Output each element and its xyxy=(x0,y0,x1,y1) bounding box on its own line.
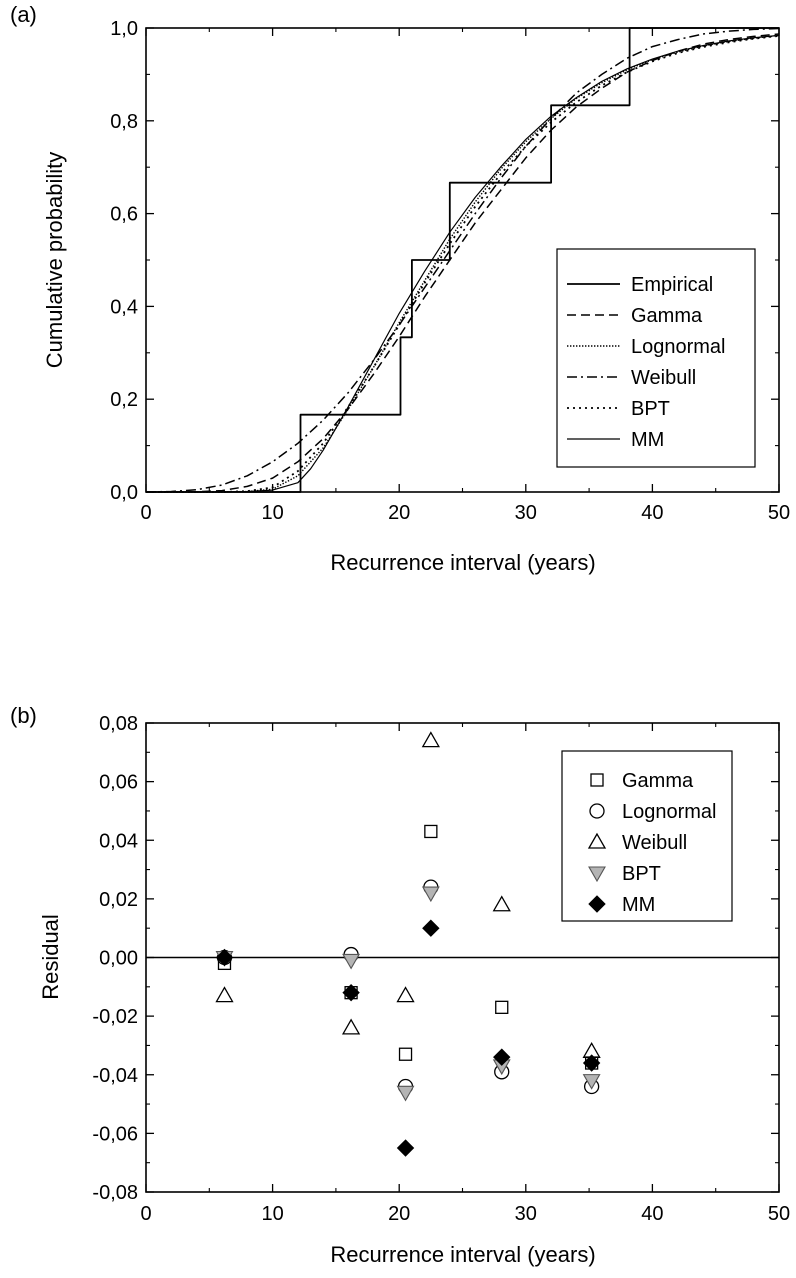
legend-a: Empirical Gamma Lognormal Weibull BPT MM xyxy=(556,248,756,468)
legend-b-marker-mm xyxy=(588,895,606,913)
series-line-a-bpt xyxy=(146,35,780,493)
legend-b-label-bpt: BPT xyxy=(622,863,661,885)
x-tick-label-b-4: 40 xyxy=(641,1203,663,1225)
y-axis-title-a: Cumulative probability xyxy=(42,152,67,368)
y-tick-label-a-1: 0,2 xyxy=(110,389,138,411)
point-b-weibull-2 xyxy=(396,986,415,1003)
point-b-gamma-2 xyxy=(398,1047,413,1061)
legend-a-label-weibull: Weibull xyxy=(631,367,696,389)
legend-b-label-mm: MM xyxy=(622,894,655,916)
y-tick-label-b-2: -0,04 xyxy=(92,1065,138,1087)
y-tick-label-b-3: -0,02 xyxy=(92,1006,138,1028)
point-b-gamma-3 xyxy=(424,824,438,839)
legend-a-frame xyxy=(556,248,756,468)
legend-b: Gamma Lognormal Weibull BPT MM xyxy=(561,750,733,922)
y-tick-label-a-4: 0,8 xyxy=(110,111,138,133)
legend-b-label-weibull: Weibull xyxy=(622,832,687,854)
y-tick-label-a-0: 0,0 xyxy=(110,482,138,504)
point-b-bpt-2 xyxy=(396,1085,415,1102)
series-line-a-mm xyxy=(146,34,780,493)
legend-b-marker-lognormal xyxy=(589,803,605,819)
point-b-weibull-1 xyxy=(341,1018,361,1035)
chart-panel-b: (b) 0 10 20 30 40 50-0,08-0,06-0,04-0,020,000… xyxy=(10,703,790,1267)
series-line-a-weibull xyxy=(145,27,780,493)
y-tick-label-b-7: 0,06 xyxy=(99,772,138,794)
x-tick-label-a-4: 40 xyxy=(641,502,663,524)
plot-a-lines xyxy=(145,27,780,493)
panel-label-a: (a) xyxy=(10,2,37,27)
series-line-a-lognormal xyxy=(146,34,780,493)
legend-a-label-gamma: Gamma xyxy=(631,305,703,327)
legend-b-marker-gamma xyxy=(590,773,604,787)
x-tick-label-b-2: 20 xyxy=(388,1203,410,1225)
point-b-mm-5 xyxy=(582,1054,601,1072)
y-tick-label-b-8: 0,08 xyxy=(99,713,138,735)
point-b-mm-0 xyxy=(215,948,234,967)
x-tick-label-a-0: 0 xyxy=(140,502,151,524)
y-tick-label-a-3: 0,6 xyxy=(110,204,138,226)
x-tick-label-b-5: 50 xyxy=(768,1203,790,1225)
point-b-weibull-4 xyxy=(492,895,511,912)
axes-b-ticks: 0 10 20 30 40 50 -0,08 -0,06 -0,04 -0,02 0,00 0,02 0… xyxy=(92,713,790,1225)
x-tick-label-a-5: 50 xyxy=(768,502,790,524)
legend-a-label-bpt: BPT xyxy=(631,398,670,420)
legend-b-frame xyxy=(561,750,733,922)
y-tick-label-a-2: 0,4 xyxy=(110,296,138,318)
legend-a-label-lognormal: Lognormal xyxy=(631,336,726,358)
legend-a-label-empirical: Empirical xyxy=(631,274,713,296)
point-b-bpt-3 xyxy=(421,886,440,903)
y-tick-label-b-4: 0,00 xyxy=(99,948,138,970)
x-axis-title-a: Recurrence interval (years) xyxy=(330,550,595,575)
axes-frame-b xyxy=(145,722,780,1193)
x-tick-label-b-3: 30 xyxy=(515,1203,537,1225)
y-axis-title-b: Residual xyxy=(38,914,63,1000)
x-tick-label-a-3: 30 xyxy=(515,502,537,524)
point-b-mm-1 xyxy=(342,983,360,1002)
series-line-a-empirical xyxy=(146,27,779,493)
plot-b-points xyxy=(215,731,601,1157)
point-b-weibull-0 xyxy=(215,986,234,1003)
legend-b-marker-bpt xyxy=(588,866,606,883)
y-tick-label-b-5: 0,02 xyxy=(99,889,138,911)
x-tick-label-a-2: 20 xyxy=(388,502,410,524)
x-tick-label-a-1: 10 xyxy=(261,502,283,524)
x-tick-label-b-1: 10 xyxy=(261,1203,283,1225)
point-b-gamma-4 xyxy=(495,1000,509,1014)
legend-b-label-gamma: Gamma xyxy=(622,770,694,792)
legend-b-label-lognormal: Lognormal xyxy=(622,801,717,823)
y-tick-label-a-5: 1,0 xyxy=(110,18,138,40)
point-b-mm-2 xyxy=(396,1139,415,1157)
point-b-bpt-1 xyxy=(342,953,361,970)
chart-panel-a: (a) 0 10 20 30 40 50 0,0 0,2 0,4 0,6 0,8 1,0 Recurr… xyxy=(10,2,790,575)
axes-frame-a xyxy=(145,27,780,493)
series-line-a-gamma xyxy=(145,33,780,493)
legend-a-label-mm: MM xyxy=(631,429,664,451)
point-b-mm-3 xyxy=(422,919,440,937)
x-tick-label-b-0: 0 xyxy=(140,1203,151,1225)
x-axis-title-b: Recurrence interval (years) xyxy=(330,1242,595,1267)
y-tick-label-b-1: -0,06 xyxy=(92,1123,138,1145)
panel-label-b: (b) xyxy=(10,703,37,728)
legend-b-marker-weibull xyxy=(587,832,607,849)
axes-a-ticks: 0 10 20 30 40 50 0,0 0,2 0,4 0,6 0,8 1,0 xyxy=(110,18,790,524)
point-b-mm-4 xyxy=(493,1048,511,1066)
y-tick-label-b-0: -0,08 xyxy=(92,1182,138,1204)
point-b-weibull-3 xyxy=(421,731,440,748)
point-b-bpt-5 xyxy=(582,1074,601,1090)
y-tick-label-b-6: 0,04 xyxy=(99,830,138,852)
